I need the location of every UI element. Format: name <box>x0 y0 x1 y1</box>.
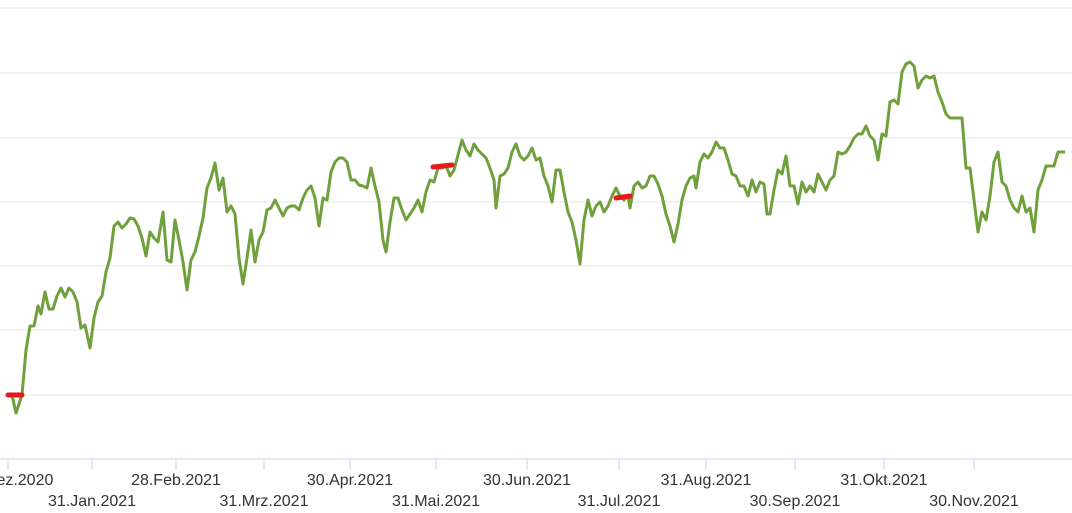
x-tick-label: 31.Aug.2021 <box>661 472 752 489</box>
x-tick-label: 31.Okt.2021 <box>840 472 927 489</box>
x-tick-label: 30.Jun.2021 <box>483 472 571 489</box>
signal-marker <box>430 162 455 170</box>
x-tick-label: 30.Nov.2021 <box>929 493 1019 510</box>
x-tick-label: 31.Jul.2021 <box>578 493 661 510</box>
price-line <box>8 60 1065 415</box>
x-tick-label: 31.Dez.2020 <box>0 472 53 489</box>
signal-marker <box>613 193 633 201</box>
x-tick-label: 30.Apr.2021 <box>307 472 393 489</box>
x-tick-label: 30.Sep.2021 <box>750 493 841 510</box>
x-tick-label: 31.Mai.2021 <box>392 493 480 510</box>
x-tick-label: 31.Mrz.2021 <box>220 493 309 510</box>
x-tick-label: 31.Jan.2021 <box>48 493 136 510</box>
x-tick-label: 28.Feb.2021 <box>131 472 221 489</box>
